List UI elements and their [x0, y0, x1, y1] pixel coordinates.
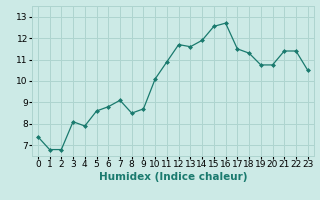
X-axis label: Humidex (Indice chaleur): Humidex (Indice chaleur) — [99, 172, 247, 182]
